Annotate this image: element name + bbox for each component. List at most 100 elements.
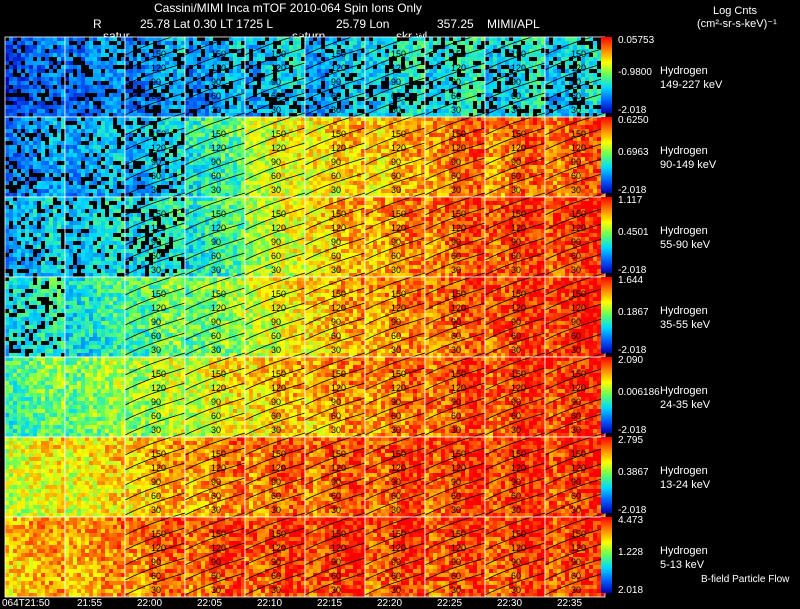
contour-label: 150 [451, 209, 466, 219]
species-label: Hydrogen [660, 385, 708, 398]
contour-label: 30 [511, 265, 521, 275]
contour-label: 90 [331, 77, 341, 87]
contour-label: 90 [391, 237, 401, 247]
contour-label: 60 [451, 571, 461, 581]
contour-label: 150 [271, 209, 286, 219]
contour-label: 30 [451, 105, 461, 115]
contour-label: 90 [271, 77, 281, 87]
contour-label: 150 [271, 449, 286, 459]
contour-label: 30 [151, 425, 161, 435]
contour-label: 30 [511, 425, 521, 435]
colorbar-cmin-label: -2.018 [618, 105, 646, 116]
contour-label: 60 [391, 251, 401, 261]
contour-label: 150 [391, 529, 406, 539]
heatmap-panel: 150 120 90 60 30 [184, 32, 246, 118]
contour-label: 60 [271, 411, 281, 421]
contour-label: 90 [511, 157, 521, 167]
time-tick-label: 22:05 [197, 598, 222, 609]
contour-label: 120 [271, 63, 286, 73]
contour-label: 120 [271, 223, 286, 233]
heatmap-panel [64, 516, 126, 598]
contour-label: 30 [571, 265, 581, 275]
contour-label: 90 [331, 397, 341, 407]
heatmap-panel [64, 356, 126, 438]
colorbar-cmax-label: 1.117 [618, 195, 642, 206]
contour-label: 30 [511, 185, 521, 195]
contour-label: 90 [331, 317, 341, 327]
heatmap-panel: 150 120 90 60 30 [544, 112, 606, 198]
contour-label: 150 [151, 49, 166, 59]
contour-label: 30 [451, 585, 461, 595]
heatmap-panel: 150 120 90 60 30 [244, 512, 306, 598]
contour-label: 60 [151, 411, 161, 421]
contour-label: 30 [391, 345, 401, 355]
colorbar-cmid-label: 0.3867 [618, 467, 649, 478]
contour-label: 30 [151, 585, 161, 595]
contour-label: 60 [391, 491, 401, 501]
contour-label: 30 [211, 105, 221, 115]
heatmap-panel: 150 120 90 60 30 [304, 192, 366, 278]
contour-label: 150 [391, 49, 406, 59]
colorbar-cmax-label: 0.05753 [618, 35, 654, 46]
contour-label: 90 [151, 317, 161, 327]
contour-label: 120 [331, 143, 346, 153]
heatmap-panel: 150 120 90 60 30 [244, 352, 306, 438]
contour-label: 60 [331, 251, 341, 261]
r-label: R [93, 18, 102, 31]
colorbar [601, 197, 612, 273]
colorbar-cmid-label: 0.6963 [618, 147, 649, 158]
contour-label: 120 [391, 223, 406, 233]
contour-label: 90 [271, 157, 281, 167]
contour-label: 30 [211, 425, 221, 435]
contour-label: 90 [511, 77, 521, 87]
contour-label: 90 [331, 237, 341, 247]
heatmap-panel: 150 120 90 60 30 [544, 32, 606, 118]
contour-label: 150 [511, 369, 526, 379]
contour-label: 150 [211, 369, 226, 379]
contour-label: 60 [571, 571, 581, 581]
contour-label: 60 [511, 491, 521, 501]
contour-label: 60 [331, 571, 341, 581]
plot-title: Cassini/MIMI Inca mTOF 2010-064 Spin Ion… [154, 2, 422, 15]
position-readout: 25.78 Lat 0.30 LT 1725 L [140, 18, 273, 31]
contour-label: 120 [451, 543, 466, 553]
colorbar-cmid-label: 0.4501 [618, 227, 649, 238]
heatmap-panel: 150 120 90 60 30 [244, 272, 306, 358]
contour-label: 90 [211, 557, 221, 567]
contour-label: 90 [391, 397, 401, 407]
species-label: Hydrogen [660, 65, 708, 78]
contour-label: 60 [391, 571, 401, 581]
heatmap-panel [64, 196, 126, 278]
units-title: Log Cnts [713, 5, 757, 18]
colorbar-cmax-label: 4.473 [618, 515, 643, 526]
heatmap-panel: 150 120 90 60 30 [124, 192, 186, 278]
contour-label: 120 [211, 383, 226, 393]
contour-label: 120 [511, 383, 526, 393]
heatmap-panel: 150 120 90 60 30 [184, 192, 246, 278]
heatmap-panel: 150 120 90 60 30 [124, 352, 186, 438]
contour-label: 90 [451, 237, 461, 247]
contour-label: 90 [571, 237, 581, 247]
contour-label: 90 [391, 157, 401, 167]
energy-range-label: 5-13 keV [660, 559, 704, 572]
contour-label: 120 [451, 223, 466, 233]
contour-label: 60 [511, 251, 521, 261]
contour-label: 90 [211, 317, 221, 327]
heatmap-panel: 150 120 90 60 30 [304, 32, 366, 118]
contour-label: 60 [511, 171, 521, 181]
contour-label: 30 [271, 345, 281, 355]
heatmap-panel: 150 120 90 60 30 [484, 352, 546, 438]
heatmap-panel: 150 120 90 60 30 [364, 512, 426, 598]
contour-label: 150 [571, 449, 586, 459]
contour-label: 150 [451, 289, 466, 299]
heatmap-panel [4, 36, 66, 118]
colorbar [601, 37, 612, 113]
contour-label: 120 [571, 223, 586, 233]
heatmap-panel: 150 120 90 60 30 [544, 512, 606, 598]
contour-label: 150 [571, 209, 586, 219]
contour-label: 150 [451, 369, 466, 379]
heatmap-panel: 150 120 90 60 30 [484, 512, 546, 598]
heatmap-panel: 150 120 90 60 30 [424, 112, 486, 198]
contour-label: 150 [391, 289, 406, 299]
